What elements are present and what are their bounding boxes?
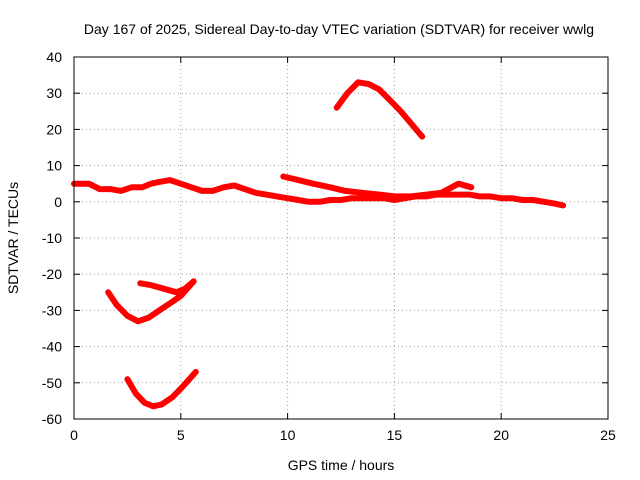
chart-title: Day 167 of 2025, Sidereal Day-to-day VTE… [84,21,594,37]
x-tick-label: 15 [387,427,403,443]
series-upper-band [280,173,475,200]
y-axis-label: SDTVAR / TECUs [5,182,21,294]
x-tick-label: 10 [280,427,296,443]
grid-lines [74,57,608,419]
x-axis-label: GPS time / hours [288,457,395,473]
x-tick-label: 20 [493,427,509,443]
y-tick-label: -20 [42,266,62,282]
x-tick-label: 5 [177,427,185,443]
y-tick-label: 30 [46,85,62,101]
series-main-band [71,177,567,209]
y-tick-label: -10 [42,230,62,246]
series-arc-minus-30 [105,278,197,325]
tick-layer: 0 5 10 15 20 25 -60 -50 -40 -30 -20 -10 0 10 20 30 40 [42,49,616,443]
series-arc-minus-23 [137,278,197,296]
y-tick-label: -60 [42,411,62,427]
y-tick-label: 10 [46,158,62,174]
series-layer [71,79,567,410]
y-tick-label: 20 [46,121,62,137]
y-tick-label: 40 [46,49,62,65]
y-tick-label: 0 [54,194,62,210]
x-tick-label: 0 [70,427,78,443]
series-arc-top [333,79,426,140]
y-tick-label: -50 [42,375,62,391]
y-tick-label: -40 [42,339,62,355]
y-tick-label: -30 [42,302,62,318]
series-arc-minus-55 [124,368,199,410]
x-tick-label: 25 [600,427,616,443]
